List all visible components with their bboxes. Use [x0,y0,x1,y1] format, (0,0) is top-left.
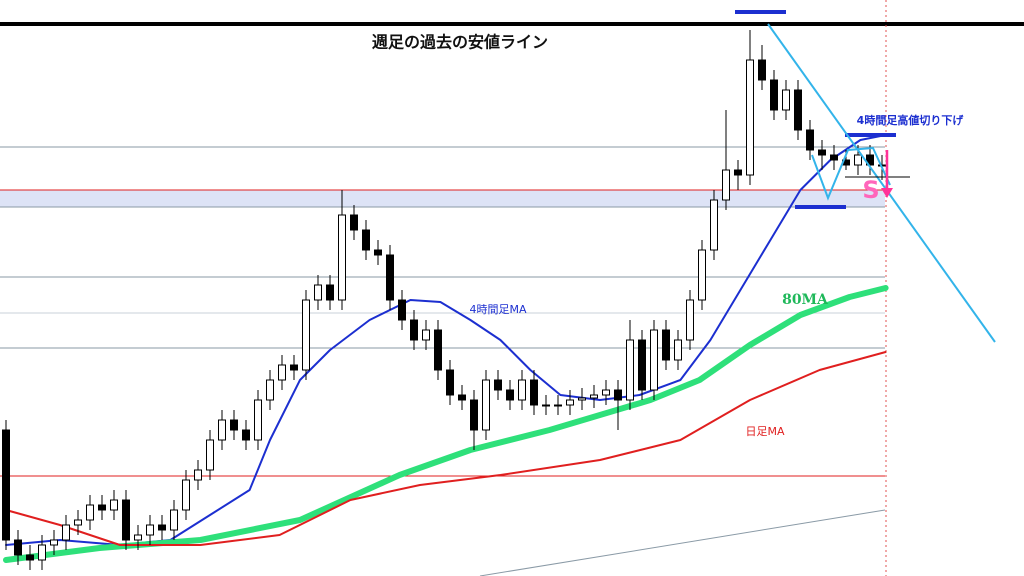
moving-average [5,134,887,546]
annotations: S 4時間足高値切り下げ 週足の過去の安値ライン [372,10,996,343]
candle-body [362,229,370,251]
candle-body [506,389,514,401]
candle-body [350,214,358,231]
candle-body [614,389,622,401]
candle-body [734,169,742,176]
candle-body [542,404,550,407]
candle-body [458,394,466,401]
candle-body [2,429,10,541]
candle-body [770,79,778,111]
candle-body [398,299,406,321]
candle-body [14,539,22,556]
candle-body [650,329,658,391]
candle-body [158,524,166,531]
candle-body [518,379,526,401]
candle-body [302,299,310,371]
marks-layer [2,30,889,570]
candle-body [602,389,610,396]
candle-body [830,154,838,161]
candle-body [446,369,454,396]
moving-average [5,351,887,546]
candle-body [86,504,94,521]
candle-body [338,214,346,301]
candle-body [794,89,802,131]
candle-body [722,169,730,201]
candle-body [482,379,490,431]
moving-average [3,285,889,563]
candle-body [314,284,322,301]
candle-body [194,469,202,481]
candle-body [710,199,718,251]
candle-body [326,284,334,301]
candle-body [122,499,130,541]
candle-body [50,539,58,546]
candle-body [782,89,790,111]
signal-label: S [862,176,879,204]
candle-body [590,394,598,399]
candle-body [290,364,298,371]
support-zone [0,190,885,207]
candle-body [470,399,478,431]
trend-line [479,509,886,576]
candle-body [434,329,442,371]
candle-body [134,534,142,541]
candle-body [674,339,682,361]
candle-body [566,399,574,406]
candle-body [98,504,106,511]
candle-body [554,404,562,407]
candle-body [494,379,502,391]
series-label: 4時間足MA [469,303,526,316]
candle-body [578,397,586,401]
candle-body [62,524,70,541]
candle-body [74,519,82,526]
candle-body [818,149,826,156]
series-label: 日足MA [745,425,784,438]
candle-body [626,339,634,401]
candle-body [38,544,46,561]
candle-body [530,379,538,406]
candle-body [146,524,154,536]
candle-body [698,249,706,301]
candle-body [866,154,874,166]
candle-body [422,329,430,341]
candle-body [806,129,814,151]
candle-body [386,254,394,301]
series-label: 80MA [782,292,829,308]
chart-title: 週足の過去の安値ライン [372,33,548,52]
candle-body [266,379,274,401]
candle-body [638,339,646,391]
candle-body [278,364,286,381]
under-layer [0,146,885,477]
candle-body [686,299,694,341]
candle-body [374,249,382,256]
candle-body [758,59,766,81]
candle-body [170,509,178,531]
sell-arrow-head [881,188,893,198]
candle-body [854,154,862,166]
candle-body [746,59,754,176]
candle-body [230,419,238,431]
candle-body [254,399,262,441]
candle-body [410,319,418,341]
down-trend-line [767,23,996,343]
candle-body [182,479,190,511]
candle-body [26,554,34,561]
annotation: 4時間足高値切り下げ [857,113,965,127]
zigzag [811,146,891,201]
candle-body [218,419,226,441]
candle-body [662,329,670,361]
candle-body [110,499,118,511]
candle-body [242,429,250,441]
candle-body [206,439,214,471]
